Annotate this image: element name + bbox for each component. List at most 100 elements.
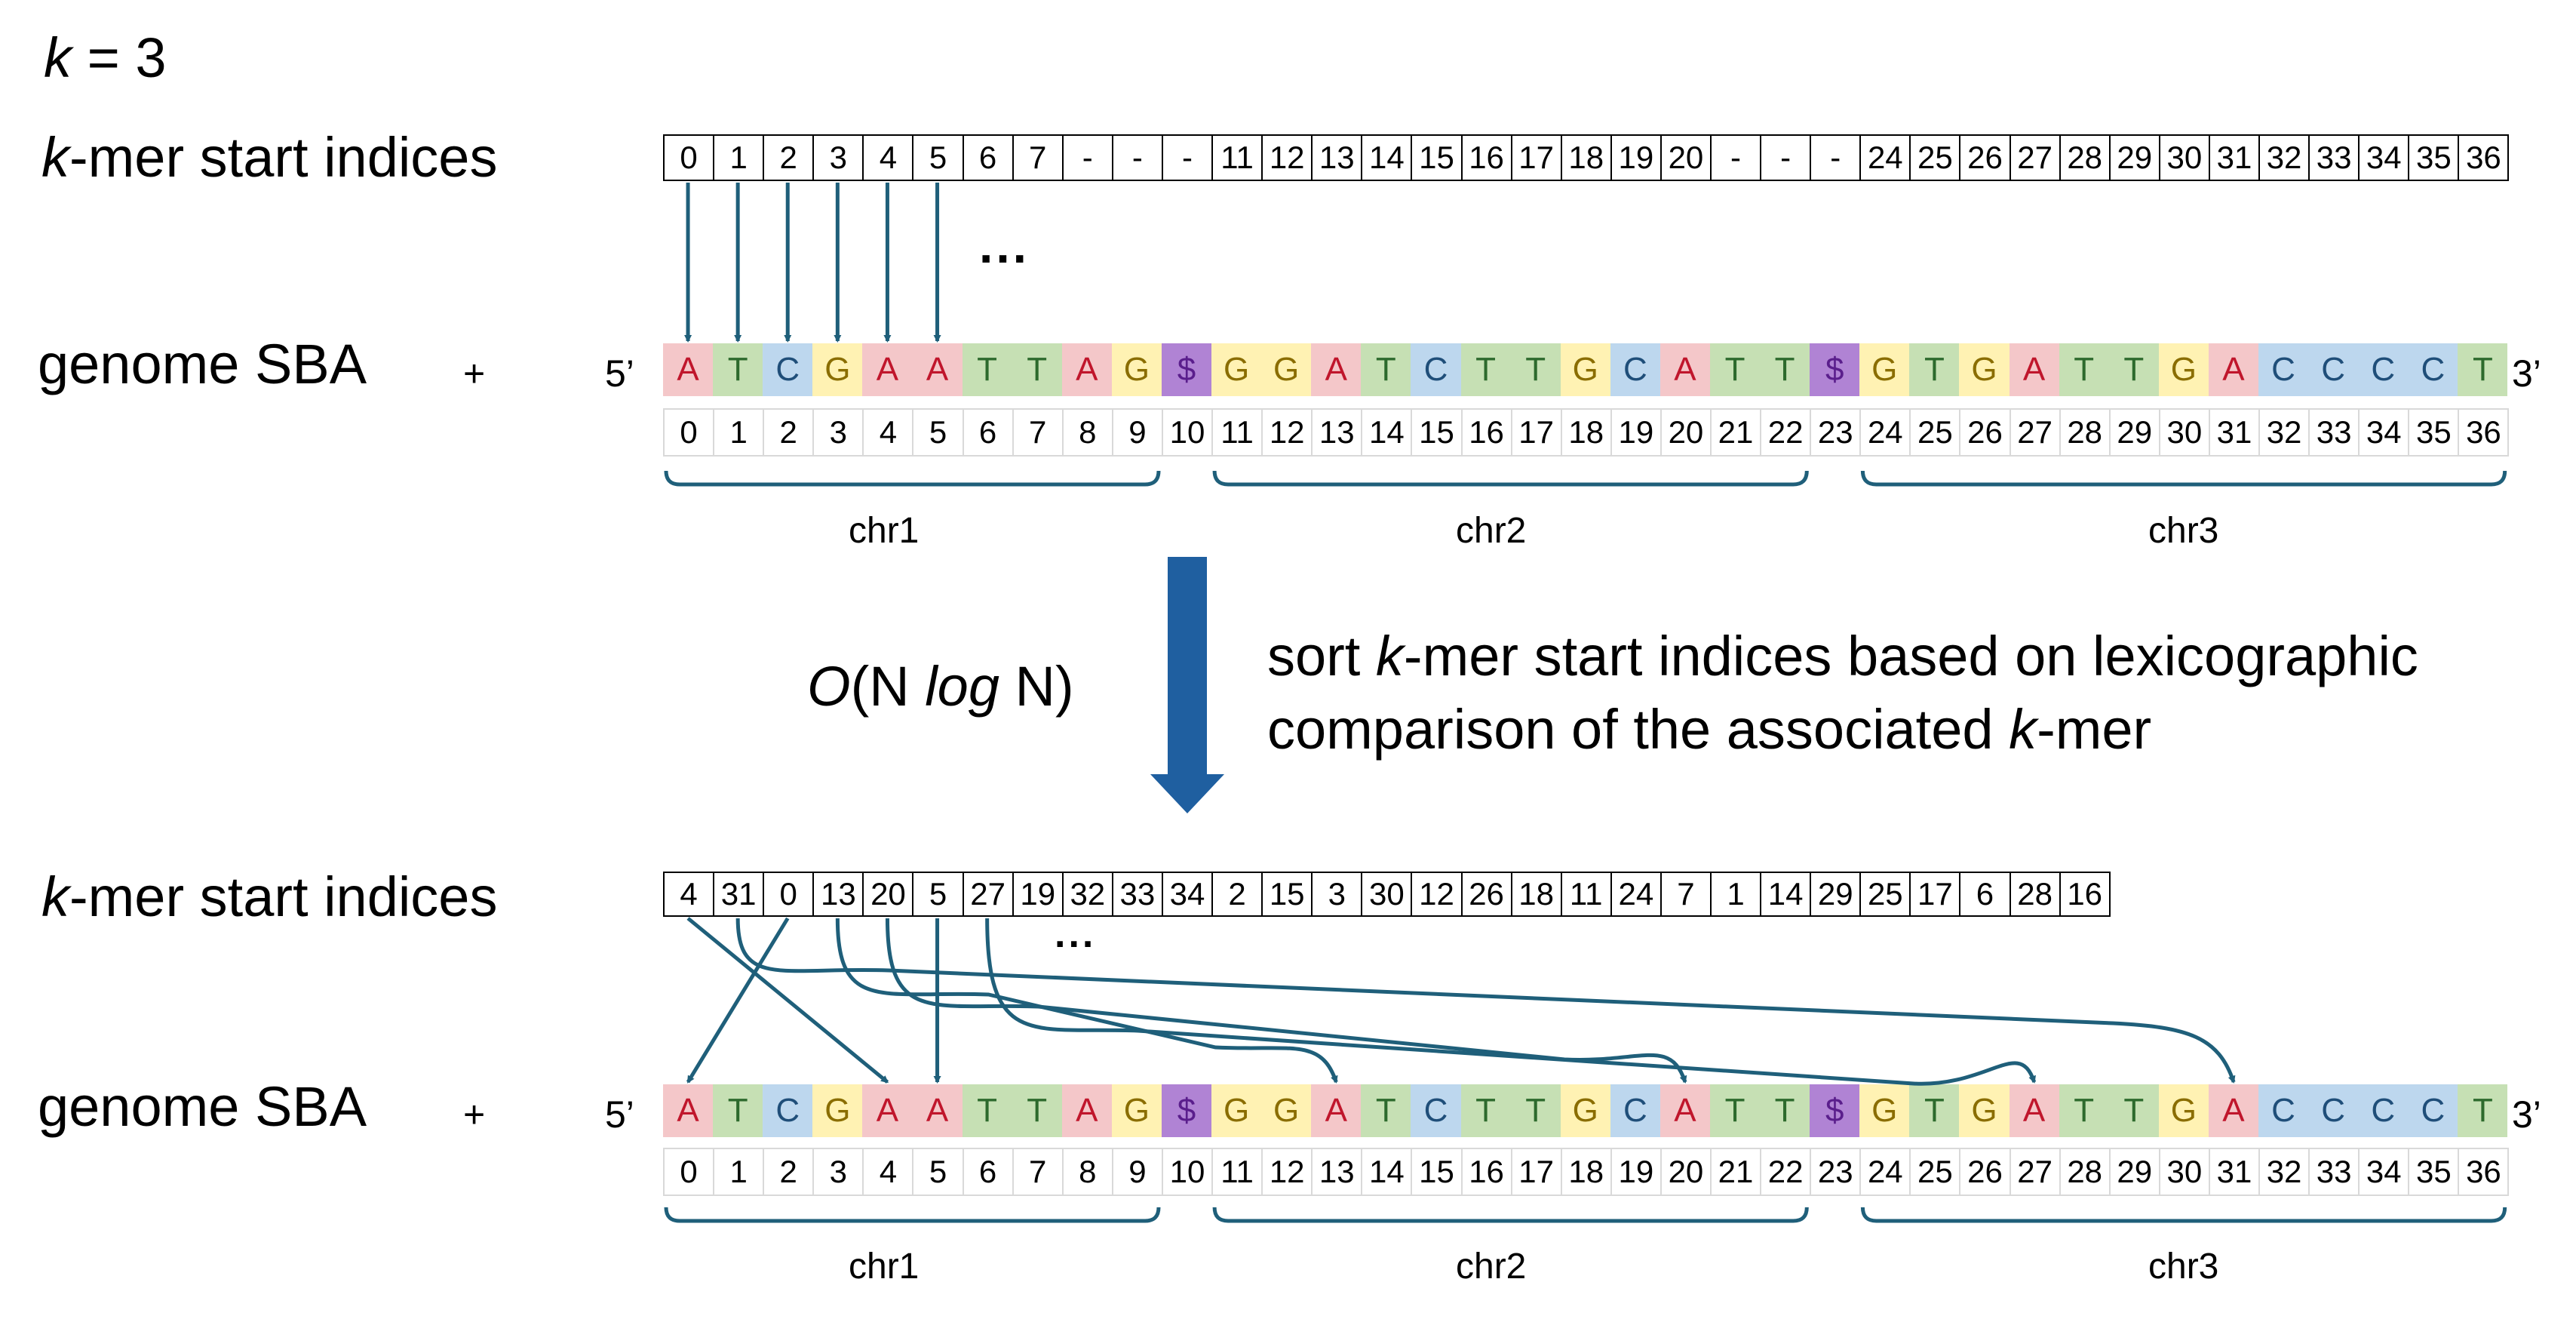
genome-positions-bottom: 0 1 2 3 4 5 6 7 8 9 10 11 12 13 14 15 16 17 18 19 20 21 22 23 24… [663, 1148, 2510, 1196]
sequence-base-top-21: T [1709, 343, 1761, 396]
sequence-base-top-26: G [1959, 343, 2010, 396]
sequence-base-bottom-27: A [2009, 1084, 2059, 1137]
sorted-index-cell-8: 32 [1061, 872, 1113, 917]
position-cell-top-25: 25 [1909, 408, 1961, 457]
sequence-base-top-30: G [2158, 343, 2209, 396]
sequence-base-top-29: T [2108, 343, 2159, 396]
position-cell-top-26: 26 [1959, 408, 2011, 457]
unsorted-index-cell-34: 34 [2358, 134, 2410, 181]
position-cell-bottom-33: 33 [2308, 1148, 2360, 1196]
sorted-index-cell-4: 20 [862, 872, 914, 917]
position-cell-bottom-9: 9 [1111, 1148, 1163, 1196]
unsorted-index-cell-33: 33 [2308, 134, 2360, 181]
sort-arrow-shaft [1168, 557, 1207, 774]
genome-positions-top: 0 1 2 3 4 5 6 7 8 9 10 11 12 13 14 15 16 17 18 19 20 21 22 23 24… [663, 408, 2510, 457]
five-prime-label-top: 5’ [605, 352, 634, 395]
sequence-base-bottom-6: T [962, 1084, 1012, 1137]
position-cell-bottom-34: 34 [2358, 1148, 2410, 1196]
sorted-index-cell-12: 15 [1261, 872, 1313, 917]
sequence-base-top-24: G [1859, 343, 1910, 396]
chr3-label-top: chr3 [2148, 511, 2219, 551]
unsorted-index-cell-25: 25 [1909, 134, 1961, 181]
sorted-index-cell-2: 0 [763, 872, 815, 917]
sorted-index-cell-10: 34 [1161, 872, 1214, 917]
unsorted-index-cell-9: - [1111, 134, 1163, 181]
position-cell-top-2: 2 [763, 408, 815, 457]
position-cell-bottom-21: 21 [1709, 1148, 1762, 1196]
unsorted-index-cell-11: 11 [1211, 134, 1263, 181]
position-cell-top-28: 28 [2059, 408, 2111, 457]
sequence-base-bottom-8: A [1061, 1084, 1112, 1137]
sequence-base-bottom-24: G [1859, 1084, 1910, 1137]
sorted-index-cell-14: 30 [1361, 872, 1413, 917]
sequence-base-bottom-36: T [2458, 1084, 2508, 1137]
unsorted-index-cell-21: - [1709, 134, 1762, 181]
unsorted-index-cell-16: 16 [1460, 134, 1512, 181]
sequence-base-bottom-28: T [2059, 1084, 2109, 1137]
sequence-base-top-6: T [962, 343, 1012, 396]
sequence-base-bottom-19: C [1610, 1084, 1660, 1137]
position-cell-top-5: 5 [912, 408, 964, 457]
plus-sign-top: + [463, 352, 486, 395]
sequence-base-bottom-25: T [1909, 1084, 1960, 1137]
unsorted-index-cell-1: 1 [713, 134, 765, 181]
position-cell-bottom-35: 35 [2408, 1148, 2460, 1196]
ellipsis-top: ... [979, 217, 1030, 273]
position-cell-bottom-32: 32 [2258, 1148, 2310, 1196]
position-cell-top-18: 18 [1560, 408, 1612, 457]
position-cell-bottom-4: 4 [862, 1148, 914, 1196]
position-cell-bottom-15: 15 [1411, 1148, 1463, 1196]
sequence-base-top-19: C [1610, 343, 1660, 396]
unsorted-index-cell-2: 2 [763, 134, 815, 181]
sorted-index-cell-16: 26 [1460, 872, 1512, 917]
position-cell-bottom-2: 2 [763, 1148, 815, 1196]
sequence-base-top-9: G [1111, 343, 1162, 396]
unsorted-index-cell-6: 6 [962, 134, 1014, 181]
position-cell-bottom-8: 8 [1061, 1148, 1113, 1196]
three-prime-label-top: 3’ [2512, 352, 2541, 395]
sequence-base-top-11: G [1211, 343, 1262, 396]
position-cell-bottom-10: 10 [1161, 1148, 1214, 1196]
genome-sba-label-bottom: genome SBA [38, 1075, 367, 1138]
sorted-index-cell-3: 13 [812, 872, 864, 917]
sequence-base-bottom-5: A [912, 1084, 963, 1137]
sequence-base-top-20: A [1660, 343, 1710, 396]
sorted-index-cell-23: 29 [1810, 872, 1862, 917]
unsorted-index-cell-36: 36 [2458, 134, 2510, 181]
chr3-bracket-bottom [1860, 1207, 2507, 1223]
chr2-bracket-top [1212, 470, 1809, 487]
genome-sequence-bottom: A T C G A A T T A G $ G G A T C T T G C A T T $ G T G A T T G A C C C C T [663, 1084, 2508, 1137]
sequence-base-bottom-30: G [2158, 1084, 2209, 1137]
unsorted-index-cell-3: 3 [812, 134, 864, 181]
sequence-base-bottom-15: C [1411, 1084, 1461, 1137]
chr2-label-top: chr2 [1456, 511, 1527, 551]
position-cell-top-15: 15 [1411, 408, 1463, 457]
position-cell-top-11: 11 [1211, 408, 1263, 457]
sequence-base-top-10: $ [1161, 343, 1212, 396]
sequence-base-top-34: C [2358, 343, 2409, 396]
sequence-base-bottom-31: A [2208, 1084, 2258, 1137]
position-cell-top-33: 33 [2308, 408, 2360, 457]
sequence-base-bottom-35: C [2408, 1084, 2458, 1137]
position-cell-top-8: 8 [1061, 408, 1113, 457]
sequence-base-top-0: A [663, 343, 714, 396]
sort-arrow [1150, 557, 1224, 813]
position-cell-top-32: 32 [2258, 408, 2310, 457]
sequence-base-bottom-20: A [1660, 1084, 1710, 1137]
sorted-index-cell-7: 19 [1012, 872, 1064, 917]
position-cell-top-35: 35 [2408, 408, 2460, 457]
genome-sequence-top: A T C G A A T T A G $ G G A T C T T G C A T T $ G T G A T T G A C C C C T [663, 343, 2508, 396]
position-cell-bottom-14: 14 [1361, 1148, 1413, 1196]
unsorted-index-cell-13: 13 [1311, 134, 1363, 181]
position-cell-bottom-28: 28 [2059, 1148, 2111, 1196]
sequence-base-bottom-1: T [713, 1084, 763, 1137]
sequence-base-bottom-7: T [1012, 1084, 1062, 1137]
unsorted-index-cell-4: 4 [862, 134, 914, 181]
sequence-base-bottom-13: A [1311, 1084, 1362, 1137]
position-cell-bottom-20: 20 [1660, 1148, 1712, 1196]
sorted-index-cell-27: 28 [2009, 872, 2061, 917]
position-cell-bottom-19: 19 [1610, 1148, 1662, 1196]
position-cell-bottom-36: 36 [2458, 1148, 2510, 1196]
sequence-base-top-7: T [1012, 343, 1062, 396]
